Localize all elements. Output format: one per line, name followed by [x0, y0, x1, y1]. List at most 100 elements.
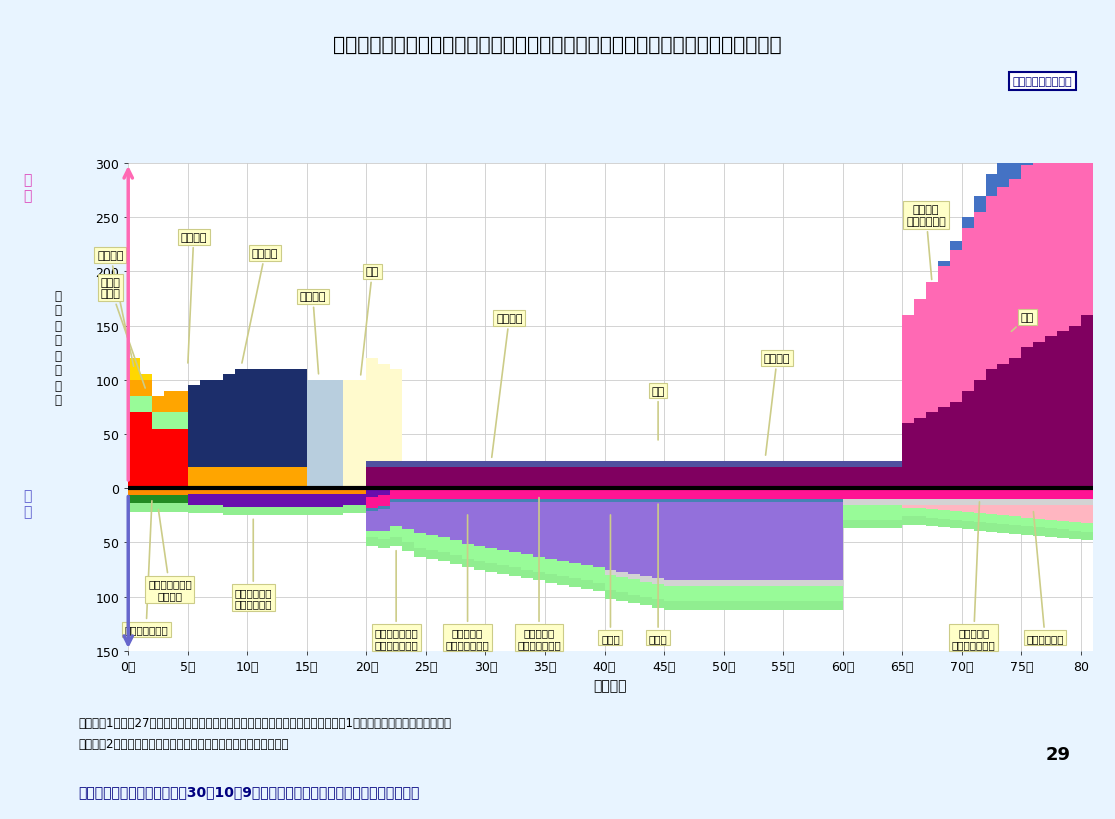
Bar — [652, 500, 665, 503]
Bar — [700, 489, 711, 500]
Text: 負
担: 負 担 — [23, 489, 32, 518]
Bar — [390, 527, 403, 537]
Bar — [390, 537, 403, 546]
Bar — [474, 489, 485, 500]
Bar — [449, 503, 462, 541]
Bar — [259, 494, 271, 507]
Bar — [938, 500, 950, 505]
Bar — [152, 396, 164, 413]
Bar — [973, 213, 986, 380]
Bar — [378, 495, 390, 506]
Bar — [640, 500, 652, 503]
Bar — [1045, 529, 1057, 537]
Bar — [866, 500, 879, 505]
Bar — [866, 489, 879, 500]
Bar — [1021, 348, 1034, 489]
Bar — [556, 489, 569, 500]
Bar — [711, 500, 724, 503]
Bar — [187, 386, 200, 467]
Bar — [187, 505, 200, 514]
Bar — [617, 577, 629, 593]
Bar — [378, 540, 390, 548]
Bar — [652, 600, 665, 608]
Bar — [355, 505, 367, 514]
Bar — [807, 581, 818, 586]
Bar — [854, 489, 866, 500]
Bar — [700, 467, 711, 489]
Bar — [307, 494, 319, 507]
Bar — [367, 511, 378, 531]
Bar — [747, 503, 759, 581]
Bar — [795, 462, 807, 467]
Text: 大学: 大学 — [361, 267, 379, 375]
Text: 介護自己負担: 介護自己負担 — [1026, 512, 1064, 643]
Bar — [783, 503, 795, 581]
Bar — [843, 500, 854, 505]
Bar — [414, 548, 426, 557]
Bar — [665, 500, 676, 503]
Bar — [665, 462, 676, 467]
Bar — [248, 494, 259, 507]
Bar — [617, 593, 629, 601]
Bar — [1021, 489, 1034, 500]
Bar — [545, 503, 556, 559]
Bar — [925, 509, 938, 518]
Bar — [235, 507, 248, 516]
Bar — [462, 500, 474, 503]
Bar — [665, 467, 676, 489]
Bar — [259, 467, 271, 489]
Bar — [925, 413, 938, 489]
Bar — [140, 375, 152, 380]
Bar — [772, 503, 783, 581]
Bar — [652, 578, 665, 584]
Bar — [629, 574, 640, 580]
Bar — [200, 467, 212, 489]
Bar — [592, 568, 604, 583]
Bar — [438, 503, 449, 537]
Bar — [485, 563, 497, 572]
Text: 直接税: 直接税 — [601, 515, 620, 643]
Bar — [711, 489, 724, 500]
Bar — [128, 359, 140, 380]
Bar — [497, 503, 510, 550]
Bar — [390, 503, 403, 527]
Bar — [378, 509, 390, 531]
Bar — [521, 570, 533, 578]
Bar — [843, 520, 854, 529]
Bar — [986, 369, 998, 489]
Bar — [403, 462, 414, 467]
Bar — [569, 503, 581, 563]
Text: 義務教育: 義務教育 — [242, 249, 279, 364]
Bar — [665, 503, 676, 581]
Bar — [152, 495, 164, 504]
Bar — [259, 507, 271, 516]
Bar — [581, 489, 592, 500]
Bar — [902, 500, 914, 505]
Bar — [283, 467, 295, 489]
Bar — [950, 505, 962, 511]
Bar — [367, 531, 378, 537]
Bar — [854, 505, 866, 520]
Bar — [128, 495, 140, 504]
Bar — [355, 380, 367, 489]
Bar — [449, 467, 462, 489]
Bar — [462, 462, 474, 467]
Bar — [474, 467, 485, 489]
Bar — [973, 500, 986, 505]
Bar — [581, 462, 592, 467]
Bar — [854, 500, 866, 505]
Bar — [248, 489, 259, 494]
Bar — [772, 500, 783, 503]
Bar — [831, 601, 843, 610]
Bar — [711, 586, 724, 601]
Bar — [521, 500, 533, 503]
Bar — [1069, 326, 1080, 489]
Bar — [998, 516, 1009, 524]
Bar — [235, 467, 248, 489]
Bar — [747, 586, 759, 601]
Bar — [795, 503, 807, 581]
Bar — [212, 380, 223, 467]
Bar — [200, 494, 212, 505]
Bar — [235, 369, 248, 467]
Bar — [140, 396, 152, 413]
